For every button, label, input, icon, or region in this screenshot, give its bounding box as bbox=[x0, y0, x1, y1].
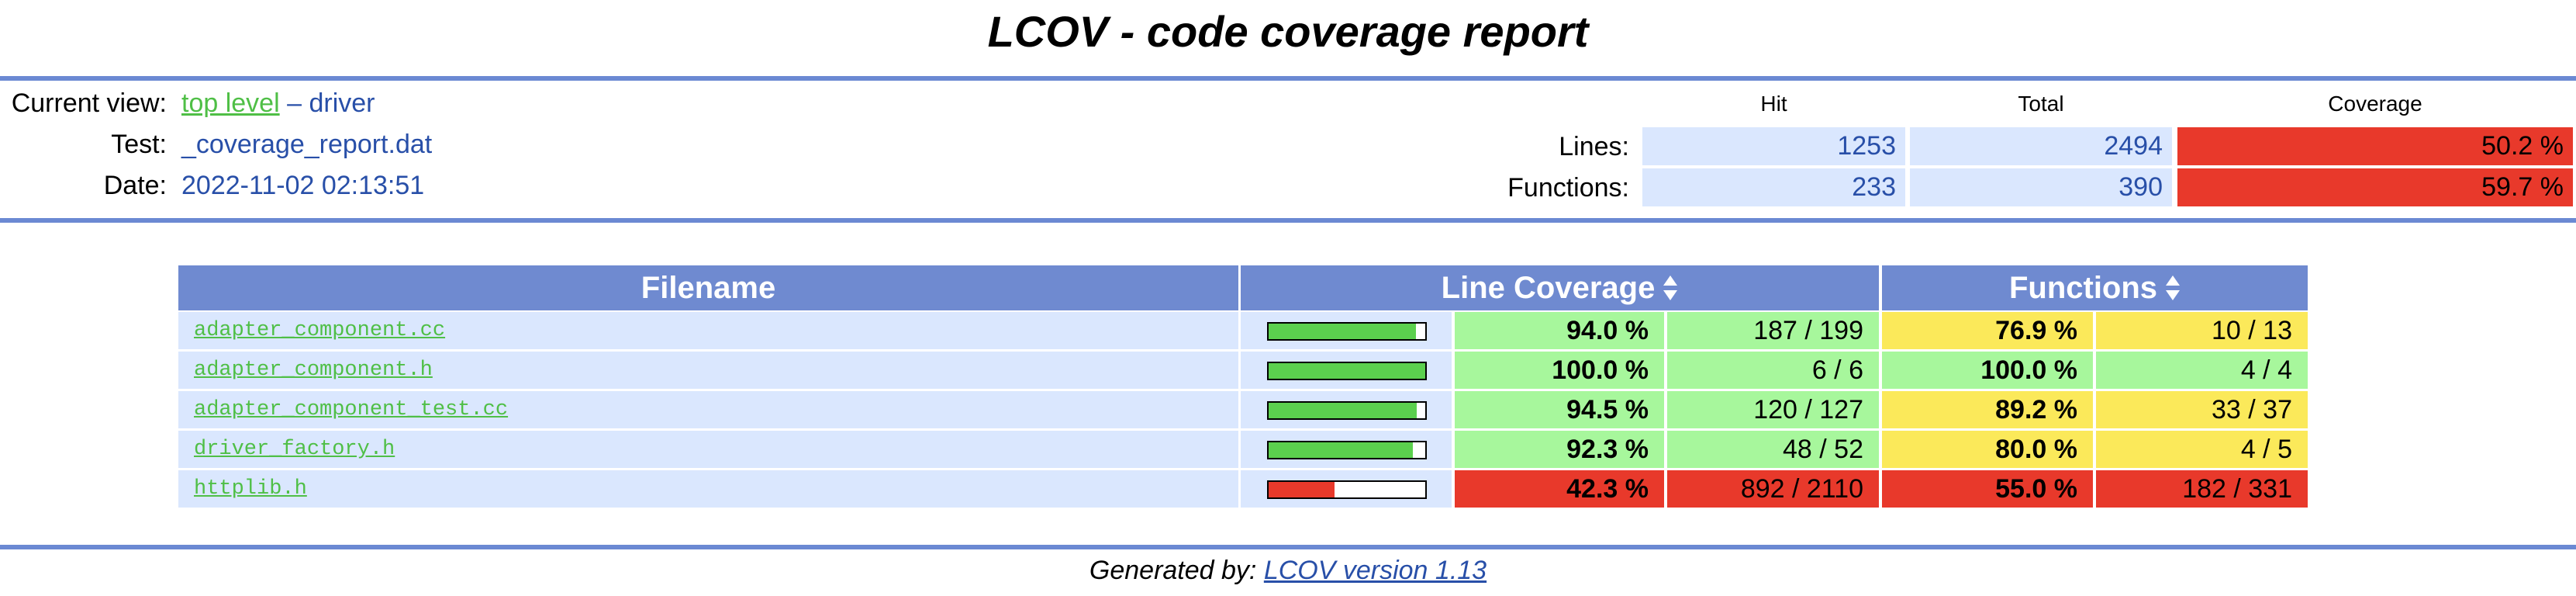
coverage-bar bbox=[1269, 403, 1417, 418]
table-header: Line Coverage bbox=[1241, 265, 1879, 310]
sort-icon[interactable] bbox=[2165, 275, 2181, 301]
total: 390 bbox=[1910, 168, 2172, 206]
line-percent: 42.3 % bbox=[1455, 470, 1664, 508]
function-count: 10 / 13 bbox=[2096, 312, 2308, 349]
coverage-bar bbox=[1269, 324, 1416, 339]
coverage-bar bbox=[1269, 363, 1425, 379]
line-count: 892 / 2110 bbox=[1667, 470, 1879, 508]
label: Functions: bbox=[1507, 173, 1629, 203]
column-header: Total bbox=[2018, 92, 2064, 116]
link[interactable]: top level bbox=[181, 88, 280, 118]
label: Current view: bbox=[11, 88, 167, 118]
coverage: 59.7 % bbox=[2177, 168, 2573, 206]
filename[interactable]: adapter_component.h bbox=[178, 352, 1238, 389]
label: Lines: bbox=[1559, 132, 1629, 161]
coverage-bar bbox=[1269, 482, 1335, 497]
footer-label: Generated by: bbox=[1089, 556, 1257, 585]
line-percent: 92.3 % bbox=[1455, 431, 1664, 468]
function-count: 4 / 4 bbox=[2096, 352, 2308, 389]
divider bbox=[0, 76, 2576, 81]
divider bbox=[0, 545, 2576, 549]
function-percent: 76.9 % bbox=[1882, 312, 2093, 349]
function-percent: 55.0 % bbox=[1882, 470, 2093, 508]
line-percent: 94.5 % bbox=[1455, 391, 1664, 428]
hit: 1253 bbox=[1642, 127, 1905, 165]
label: Date: bbox=[103, 171, 167, 200]
function-count: 4 / 5 bbox=[2096, 431, 2308, 468]
line-count: 48 / 52 bbox=[1667, 431, 1879, 468]
divider bbox=[0, 218, 2576, 223]
function-percent: 89.2 % bbox=[1882, 391, 2093, 428]
function-count: 182 / 331 bbox=[2096, 470, 2308, 508]
line-percent: 94.0 % bbox=[1455, 312, 1664, 349]
breadcrumb: top level – driver bbox=[181, 88, 375, 119]
header-text[interactable]: Line Coverage bbox=[1441, 271, 1656, 305]
line-percent: 100.0 % bbox=[1455, 352, 1664, 389]
table-header: Functions bbox=[1882, 265, 2308, 310]
filename[interactable]: driver_factory.h bbox=[178, 431, 1238, 468]
function-percent: 80.0 % bbox=[1882, 431, 2093, 468]
link[interactable]: LCOV version 1.13 bbox=[1263, 556, 1487, 585]
value: 2022-11-02 02:13:51 bbox=[181, 171, 425, 200]
total: 2494 bbox=[1910, 127, 2172, 165]
column-header: Hit bbox=[1760, 92, 1787, 116]
separator: – bbox=[287, 88, 302, 118]
table-header: Filename bbox=[178, 265, 1238, 310]
coverage: 50.2 % bbox=[2177, 127, 2573, 165]
coverage-bar bbox=[1269, 442, 1414, 458]
value: _coverage_report.dat bbox=[181, 130, 433, 159]
title: LCOV - code coverage report bbox=[987, 7, 1589, 56]
header-text[interactable]: Functions bbox=[2008, 271, 2158, 305]
filename[interactable]: adapter_component_test.cc bbox=[178, 391, 1238, 428]
label: Test: bbox=[111, 130, 167, 159]
function-count: 33 / 37 bbox=[2096, 391, 2308, 428]
column-header: Coverage bbox=[2328, 92, 2422, 116]
filename[interactable]: adapter_component.cc bbox=[178, 312, 1238, 349]
function-percent: 100.0 % bbox=[1882, 352, 2093, 389]
footer: Generated by: LCOV version 1.13 bbox=[0, 556, 2576, 586]
sort-icon[interactable] bbox=[1663, 275, 1678, 301]
line-count: 6 / 6 bbox=[1667, 352, 1879, 389]
line-count: 120 / 127 bbox=[1667, 391, 1879, 428]
header-text: Filename bbox=[641, 271, 776, 305]
hit: 233 bbox=[1642, 168, 1905, 206]
line-count: 187 / 199 bbox=[1667, 312, 1879, 349]
filename[interactable]: httplib.h bbox=[178, 470, 1238, 508]
directory: driver bbox=[309, 88, 375, 118]
